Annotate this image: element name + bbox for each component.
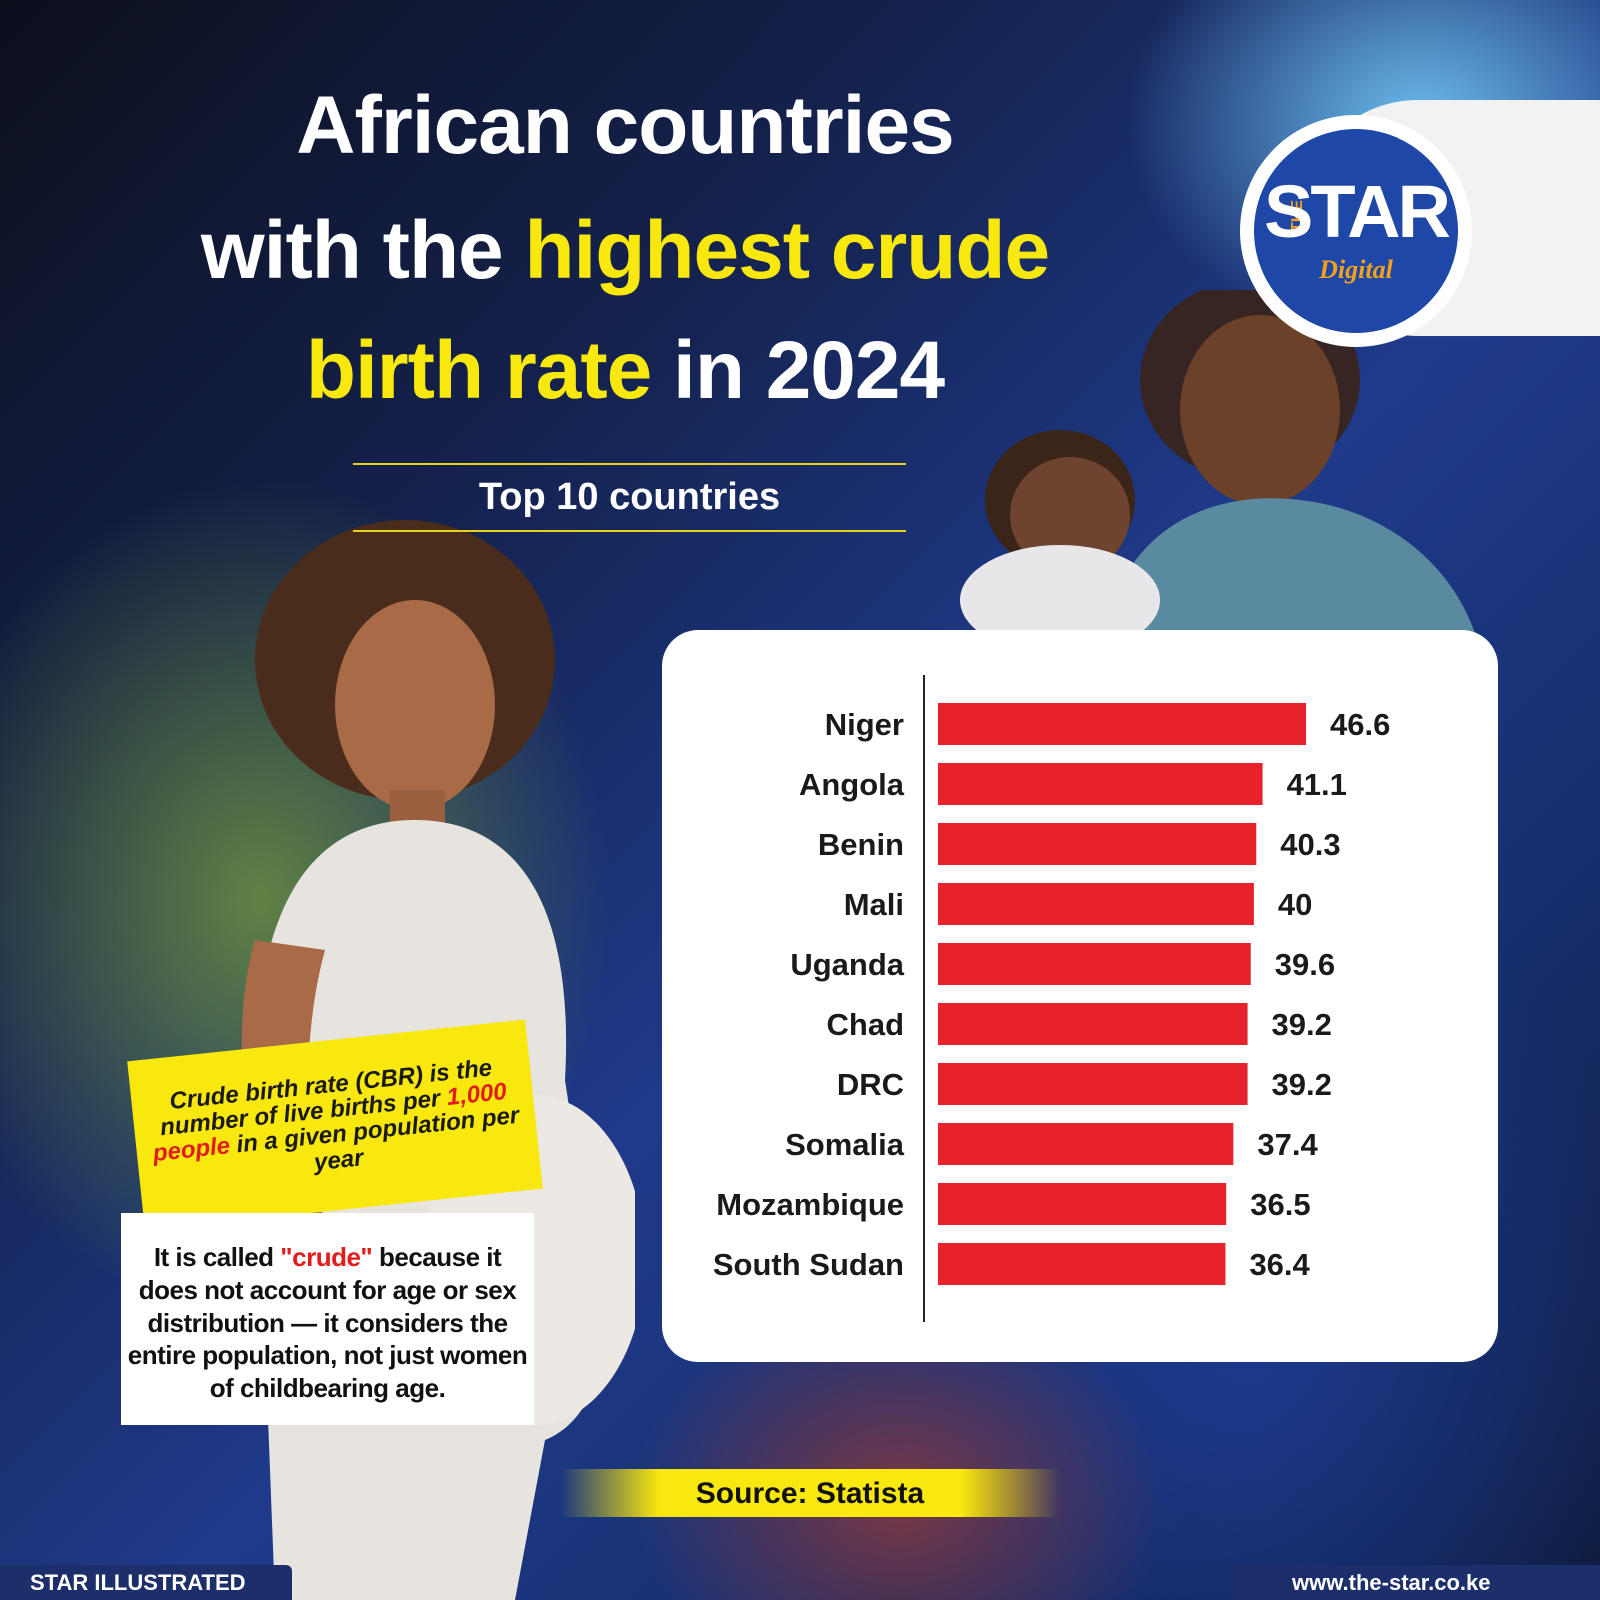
note-box: It is called "crude" because it does not… — [121, 1213, 534, 1425]
value-label: 40.3 — [1280, 827, 1340, 862]
value-label: 40 — [1278, 887, 1312, 922]
category-label: Mali — [844, 887, 904, 922]
title-line-2: with the highest crude — [0, 210, 1250, 292]
bar — [938, 1183, 1227, 1225]
bar — [938, 943, 1251, 985]
value-label: 36.5 — [1250, 1187, 1310, 1222]
value-label: 46.6 — [1330, 707, 1390, 742]
logo-star-text: STAR — [1264, 170, 1451, 253]
footer-left-text: STAR ILLUSTRATED — [30, 1570, 246, 1595]
title-line-1-text: African countries — [296, 80, 954, 171]
bar — [938, 703, 1306, 745]
note-text: It is called "crude" because it does not… — [127, 1241, 528, 1405]
definition-text: Crude birth rate (CBR) is the number of … — [141, 1052, 529, 1192]
bar — [938, 883, 1254, 925]
bar-chart: Niger 46.6 Angola 41.1 Benin 40.3 Mali 40 Uganda… — [713, 675, 1390, 1322]
footer-left-tag: STAR ILLUSTRATED — [0, 1565, 292, 1600]
category-label: South Sudan — [713, 1247, 904, 1282]
logo-digital-text: Digital — [1319, 255, 1393, 284]
category-label: Benin — [818, 827, 904, 862]
bar — [938, 1003, 1248, 1045]
title-line-2-yellow: highest crude — [524, 205, 1050, 296]
chart-card: Niger 46.6 Angola 41.1 Benin 40.3 Mali 40 Uganda… — [662, 630, 1498, 1362]
category-label: Angola — [799, 767, 905, 802]
star-logo-disc: THE STAR Digital — [1254, 129, 1458, 333]
title-line-1: African countries — [0, 85, 1250, 167]
footer-website-tag[interactable]: www.the-star.co.ke — [1232, 1565, 1600, 1600]
title-line-3: birth rate in 2024 — [0, 330, 1250, 412]
source-banner: Source: Statista — [560, 1469, 1060, 1517]
bar — [938, 1123, 1234, 1165]
category-label: Mozambique — [716, 1187, 904, 1222]
value-label: 37.4 — [1257, 1127, 1318, 1162]
title-line-3-white: in 2024 — [673, 325, 945, 416]
footer-website-link[interactable]: www.the-star.co.ke — [1292, 1570, 1491, 1595]
title-line-2-white: with the — [200, 205, 504, 296]
value-label: 39.2 — [1272, 1007, 1332, 1042]
note-highlight: "crude" — [280, 1242, 373, 1272]
bar — [938, 763, 1263, 805]
source-text: Source: Statista — [695, 1477, 925, 1510]
category-label: Chad — [827, 1007, 905, 1042]
value-label: 39.6 — [1275, 947, 1335, 982]
bar — [938, 1243, 1226, 1285]
category-label: Niger — [825, 707, 904, 742]
mother-with-baby-photo — [960, 290, 1480, 650]
note-part-1: It is called — [153, 1242, 274, 1272]
title-line-3-yellow: birth rate — [305, 325, 652, 416]
category-label: Somalia — [785, 1127, 905, 1162]
category-label: DRC — [837, 1067, 904, 1102]
bar — [938, 1063, 1248, 1105]
bar — [938, 823, 1257, 865]
category-label: Uganda — [790, 947, 904, 982]
subtitle-rule-top — [353, 463, 906, 465]
value-label: 39.2 — [1272, 1067, 1332, 1102]
chart-subtitle: Top 10 countries — [478, 476, 781, 518]
value-label: 41.1 — [1287, 767, 1347, 802]
value-label: 36.4 — [1249, 1247, 1310, 1282]
subtitle-rule-bottom — [353, 530, 906, 532]
note-part-2: because it does not account for age or s… — [127, 1242, 528, 1403]
